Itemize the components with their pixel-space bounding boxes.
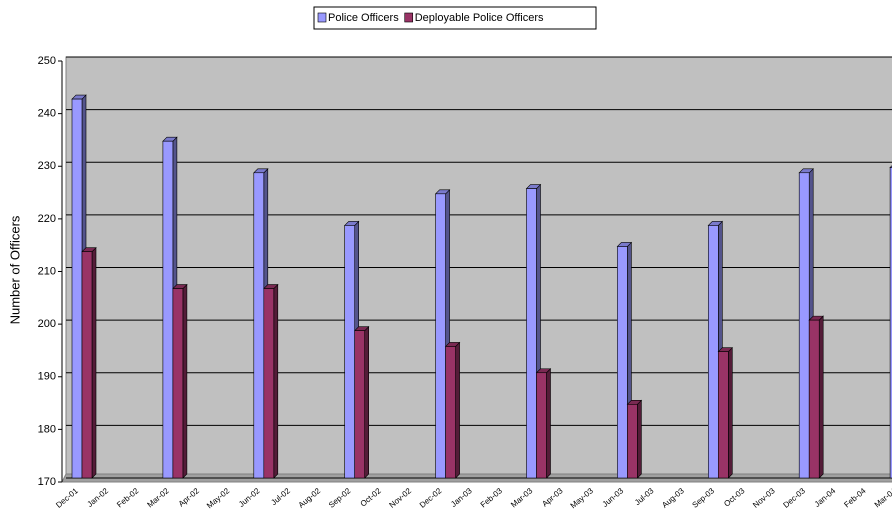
bar-side [455,341,460,479]
bar [717,351,729,479]
legend-label: Deployable Police Officers [415,12,544,24]
bar-side [546,368,551,479]
y-tick-label: 170 [38,476,56,488]
bar-side [182,283,188,479]
y-tick-label: 240 [38,108,56,120]
legend-swatch [317,12,327,23]
bar-side [727,346,733,479]
legend [313,6,597,30]
bar [172,288,184,479]
bar [536,372,547,479]
bar [71,98,83,479]
y-tick-label: 220 [38,213,56,225]
bar [808,319,820,479]
bar [435,193,446,479]
bar [617,246,628,479]
bar [162,140,174,479]
bar [344,225,356,479]
y-tick-label: 180 [38,423,56,435]
bar-side [818,315,824,479]
y-axis-label: Number of Officers [7,215,22,324]
bar [627,404,638,479]
bar [354,330,366,479]
bar [81,251,93,479]
legend-label: Police Officers [328,12,399,24]
bar [253,172,265,479]
bar [707,225,719,479]
bar-side [273,283,279,479]
bar-side [364,325,370,479]
bar [889,167,892,479]
y-tick-label: 250 [38,55,56,67]
y-tick-label: 210 [38,265,56,277]
bar-side [637,399,642,479]
legend-swatch [404,12,414,23]
bar [526,188,537,479]
bar [798,172,810,479]
y-tick-label: 200 [38,318,56,330]
bar-side [91,246,97,479]
bar [263,288,275,479]
y-tick-label: 230 [38,160,56,172]
y-tick-label: 190 [38,371,56,383]
bar [445,346,456,479]
